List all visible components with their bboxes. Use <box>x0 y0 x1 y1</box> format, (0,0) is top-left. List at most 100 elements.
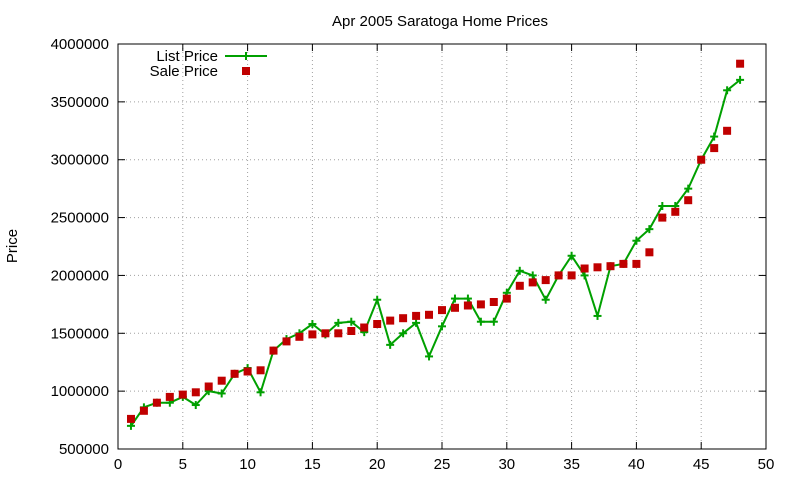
sale-price-point <box>347 327 356 335</box>
y-tick-label: 3000000 <box>51 152 109 169</box>
x-tick-label: 0 <box>114 456 122 473</box>
sale-price-point <box>710 144 719 153</box>
sale-price-point <box>386 316 395 325</box>
y-axis-label: Price <box>4 229 21 263</box>
sale-price-point <box>425 310 433 319</box>
sale-price-point <box>282 337 291 346</box>
list-price-point <box>256 388 265 397</box>
list-price-point <box>658 202 667 210</box>
y-tick-label: 500000 <box>59 441 109 458</box>
sale-price-point <box>502 294 511 303</box>
list-price-point <box>386 340 395 349</box>
sale-price-point <box>658 213 667 222</box>
x-tick-label: 15 <box>304 456 321 473</box>
list-price-point <box>399 329 408 338</box>
sale-price-point <box>580 264 589 273</box>
sale-price-point <box>373 320 382 328</box>
sale-price-point <box>399 314 408 323</box>
list-price-point <box>438 322 446 331</box>
sale-price-point <box>165 392 174 401</box>
list-price-point <box>347 317 356 326</box>
sale-price-point <box>139 406 148 415</box>
sale-price-point <box>308 330 317 339</box>
y-tick-label: 1500000 <box>51 325 109 342</box>
sale-price-point <box>619 259 628 268</box>
sale-price-point <box>412 311 421 320</box>
list-price-point <box>723 86 732 95</box>
sale-price-point <box>645 248 654 257</box>
grid-lines <box>118 44 766 449</box>
list-price-point <box>528 271 537 280</box>
list-price-point <box>567 251 576 260</box>
list-price-point <box>334 318 343 327</box>
sale-price-point <box>554 271 563 280</box>
sale-price-point <box>191 388 200 397</box>
list-price-point <box>412 318 421 327</box>
legend-label-sale-price: Sale Price <box>150 63 218 80</box>
sale-price-point <box>295 332 304 341</box>
plot-area <box>126 59 745 430</box>
y-tick-label: 1000000 <box>51 383 109 400</box>
x-tick-label: 45 <box>693 456 710 473</box>
list-price-point <box>425 352 434 361</box>
list-price-point <box>308 320 317 329</box>
x-tick-label: 20 <box>369 456 386 473</box>
plot-frame <box>117 43 767 450</box>
list-price-point <box>593 311 602 320</box>
list-price-point <box>515 266 524 275</box>
sale-price-point <box>217 376 226 385</box>
list-price-point <box>126 421 135 430</box>
sale-price-point <box>684 196 693 205</box>
sale-price-point <box>152 398 161 407</box>
list-price-point <box>463 294 472 303</box>
sale-price-point <box>723 126 732 135</box>
list-price-point <box>580 271 589 280</box>
y-tick-label: 2000000 <box>51 267 109 284</box>
sale-price-point <box>243 367 252 376</box>
x-tick-label: 50 <box>758 456 775 473</box>
y-tick-label: 4000000 <box>51 36 109 53</box>
sale-price-point <box>489 298 498 306</box>
sale-price-point <box>230 369 239 378</box>
legend-label-list-price: List Price <box>156 48 218 65</box>
list-price-point <box>645 225 654 234</box>
y-tick-label: 3500000 <box>51 94 109 111</box>
list-price-point <box>450 294 459 303</box>
chart-title: Apr 2005 Saratoga Home Prices <box>332 13 548 30</box>
x-tick-label: 40 <box>628 456 645 473</box>
sale-price-point <box>632 259 641 268</box>
sale-price-point <box>541 276 550 285</box>
sale-price-point <box>204 382 213 391</box>
sale-price-point <box>360 323 369 332</box>
list-price-point <box>541 295 550 304</box>
sale-price-point <box>178 390 187 399</box>
list-price-point <box>373 295 382 304</box>
x-tick-label: 10 <box>239 456 256 473</box>
list-price-point <box>191 401 200 410</box>
list-price-point <box>217 389 226 398</box>
x-tick-label: 30 <box>498 456 515 473</box>
sale-price-point <box>334 329 343 338</box>
sale-price-point <box>567 271 576 280</box>
sale-price-point <box>463 301 472 310</box>
legend-marker-sale-price <box>242 67 250 75</box>
axis-ticks: 0 5 10 15 20 25 30 35 40 45 50 500000 1000000 1500000… <box>51 36 775 473</box>
sale-price-point <box>451 303 459 312</box>
x-tick-label: 5 <box>179 456 187 473</box>
list-price-point <box>489 317 498 326</box>
sale-price-point <box>528 278 537 287</box>
list-price-point <box>684 184 693 193</box>
sale-price-point <box>438 306 446 315</box>
sale-price-point <box>321 329 330 338</box>
y-tick-label: 2500000 <box>51 210 109 227</box>
sale-price-point <box>476 300 485 309</box>
sale-price-point <box>515 281 524 290</box>
list-price-point <box>710 132 719 141</box>
x-tick-label: 35 <box>563 456 580 473</box>
list-price-point <box>476 317 485 326</box>
list-price-point <box>736 75 745 84</box>
sale-price-point <box>256 366 265 375</box>
sale-price-point <box>736 59 745 68</box>
